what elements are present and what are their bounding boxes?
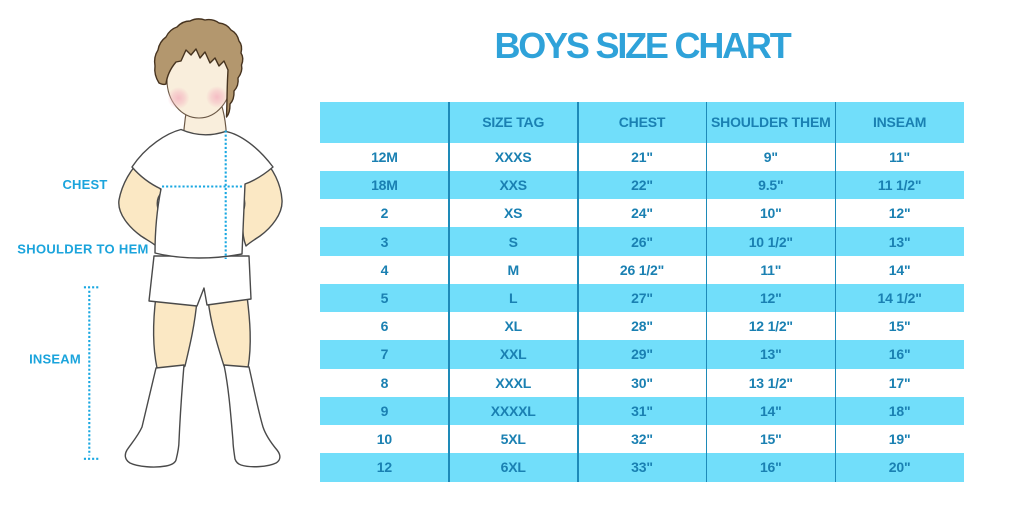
svg-text:SHOULDER TO HEM: SHOULDER TO HEM <box>17 242 148 257</box>
svg-text:INSEAM: INSEAM <box>29 352 81 367</box>
svg-text:CHEST: CHEST <box>62 177 107 192</box>
